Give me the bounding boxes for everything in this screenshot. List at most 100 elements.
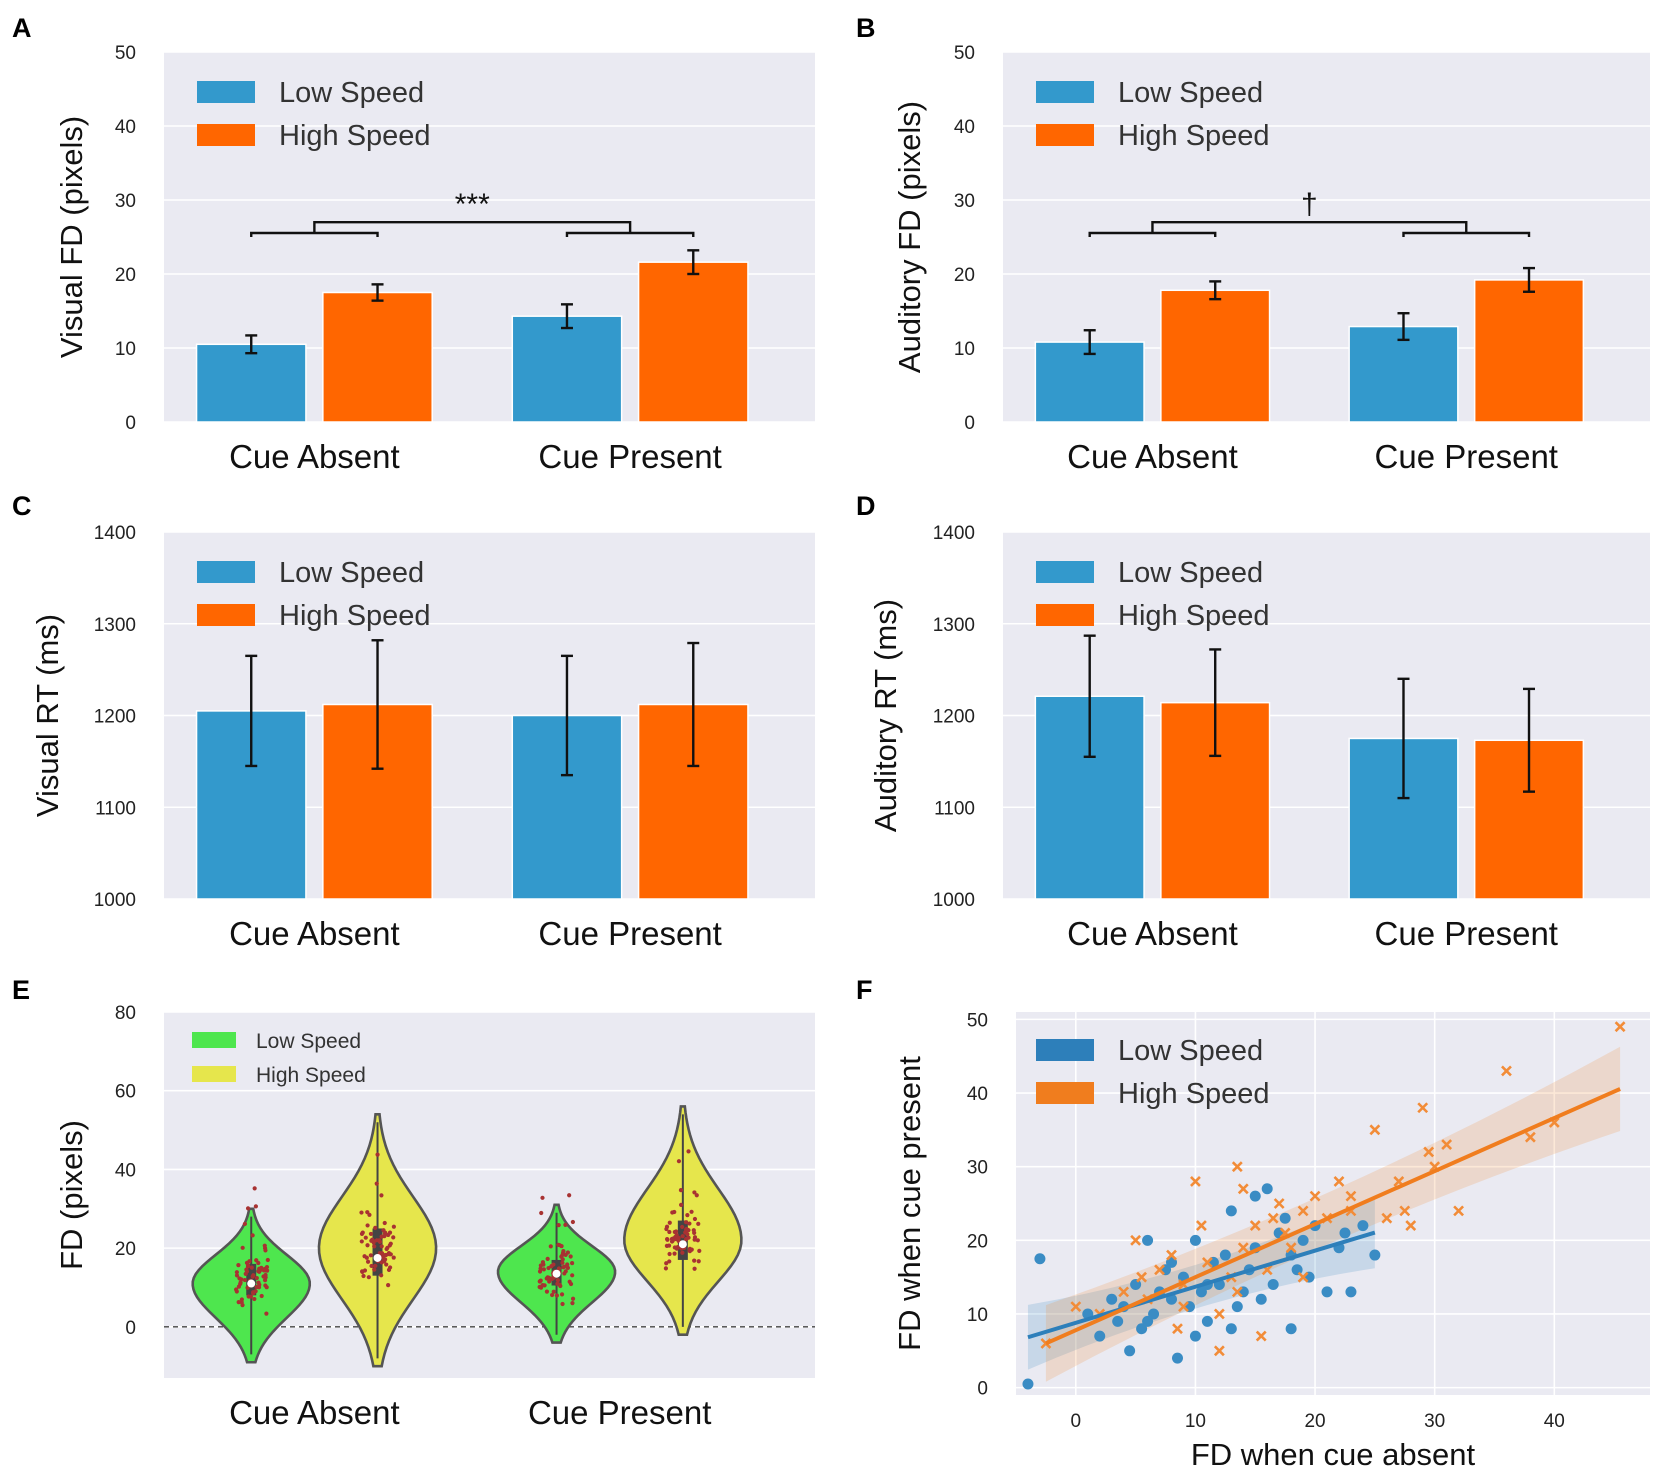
data-point [264,1264,270,1270]
x-tick-label: Cue Present [528,1394,711,1431]
scatter-point [1231,1301,1243,1313]
data-point [537,1284,542,1290]
data-point [554,1293,559,1298]
data-point [696,1259,701,1264]
scatter-point [1190,1175,1201,1187]
data-point [687,1248,692,1253]
data-point [667,1251,672,1257]
scatter-point [1213,1345,1225,1357]
panel-E: 0 20 40 60 80 E FD (pixels) Cue Absent Cue Prese… [12,975,815,1431]
data-point [253,1289,258,1294]
data-point [261,1268,267,1273]
data-point [540,1195,545,1200]
data-point [264,1311,269,1316]
y-tick-label: 10 [115,339,136,360]
data-point [570,1273,575,1278]
y-tick-label: 10 [954,339,975,360]
data-point [558,1283,563,1289]
violin-median [247,1279,256,1288]
data-point [672,1229,677,1235]
data-point [672,1251,677,1256]
data-point [252,1296,257,1302]
data-point [387,1252,392,1257]
scatter-point [1112,1315,1124,1327]
data-point [665,1237,670,1242]
legend-label: High Speed [279,600,431,632]
y-tick-label: 30 [115,191,136,212]
bar [1160,289,1271,423]
data-point [685,1227,690,1232]
data-point [361,1273,366,1279]
data-point [239,1277,244,1282]
data-point [692,1190,697,1195]
data-point [678,1188,684,1193]
data-point [254,1258,259,1263]
y-tick-label: 20 [115,265,136,286]
data-point [379,1273,384,1278]
data-point [540,1283,545,1288]
data-point [551,1289,556,1294]
scatter-point [1614,1021,1626,1033]
x-tick-label: Cue Present [538,915,721,952]
x-tick-label: 40 [1544,1411,1565,1432]
y-tick-label: 1300 [94,615,136,636]
y-axis-label: Visual FD (pixels) [54,116,89,358]
data-point [664,1224,670,1229]
y-tick-label: 1400 [933,523,975,544]
scatter-point [1195,1286,1207,1298]
data-point [364,1255,369,1260]
scatter-point [1255,1293,1267,1305]
significance-marker: † [1301,188,1318,221]
y-tick-label: 50 [967,1010,988,1031]
panel-F: 0 10 20 30 40 50 F FD when cue present 0 10 20 30 40… [856,975,1650,1471]
data-point [561,1249,566,1254]
data-point [234,1289,239,1294]
data-point [248,1294,253,1299]
legend-label: Low Speed [279,77,424,109]
data-point [240,1245,245,1250]
data-point [680,1234,685,1239]
data-point [676,1159,682,1164]
scatter-point [1369,1249,1381,1261]
legend-label: Low Speed [1118,1035,1263,1067]
data-point [386,1267,392,1272]
data-point [680,1250,685,1255]
x-tick-label: Cue Absent [1067,915,1238,952]
data-point [667,1220,672,1225]
scatter-point [1309,1190,1321,1202]
violin-median [678,1240,687,1249]
x-tick-label: Cue Absent [229,438,400,475]
data-point [359,1231,365,1236]
data-point [567,1193,572,1198]
data-point [257,1266,262,1271]
y-tick-label: 0 [125,1318,136,1339]
scatter-point [1345,1190,1357,1202]
violin-iqr-box [372,1228,383,1276]
data-point [372,1267,377,1272]
data-point [673,1234,678,1240]
scatter-point [1285,1323,1297,1335]
legend-swatch [197,604,255,626]
scatter-point [1237,1242,1249,1254]
x-tick-label: Cue Present [1375,438,1558,475]
data-point [685,1213,690,1218]
data-point [541,1267,546,1272]
data-point [692,1266,697,1271]
scatter-point [1196,1220,1207,1232]
legend-swatch [1036,81,1094,103]
data-point [245,1263,251,1268]
scatter-point [1441,1139,1453,1150]
scatter-point [1189,1330,1201,1342]
scatter-point [1070,1301,1082,1313]
data-point [387,1243,392,1248]
panel-letter: D [856,491,876,521]
significance-bracket [1151,221,1468,233]
legend-label: High Speed [1118,600,1270,632]
scatter-point [1148,1308,1160,1320]
data-point [369,1263,374,1269]
data-point [236,1263,241,1268]
data-point [365,1243,370,1248]
y-tick-label: 20 [954,265,975,286]
data-point [565,1250,571,1255]
